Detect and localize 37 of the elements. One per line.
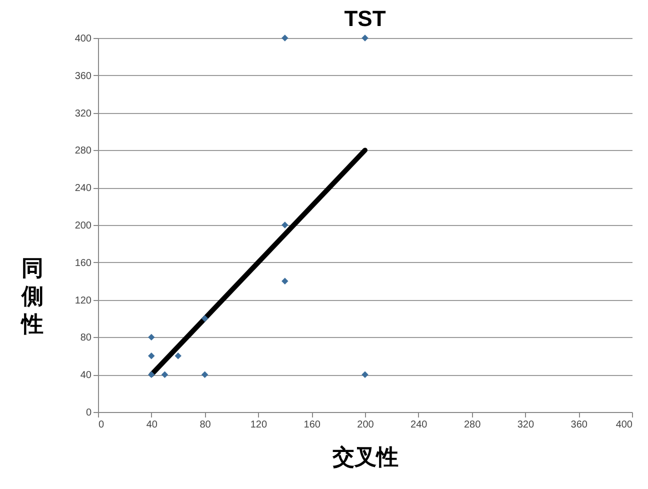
point [148,352,155,360]
y-tick-label: 320 [74,108,92,120]
x-tick-label: 80 [200,420,212,430]
y-tick-label: 0 [86,408,92,418]
point [362,34,368,42]
chart-title: TST [344,6,386,31]
x-tick-label: 0 [98,420,104,430]
x-tick-label: 240 [410,420,428,430]
point [201,371,208,378]
y-tick-label: 200 [74,220,92,232]
y-tick-label: 120 [74,295,92,306]
y-tick-label: 280 [74,146,92,157]
point [148,334,155,341]
y-tick-label: 40 [80,370,92,382]
point [161,371,168,378]
point [174,352,182,360]
point [282,278,288,284]
x-tick-label: 320 [517,420,534,430]
point [282,34,288,42]
point [201,315,208,322]
x-tick-label: 40 [146,420,158,430]
y-tick-label: 80 [80,332,92,344]
x-tick-label: 400 [616,420,633,430]
x-axis-title: 交叉性 [332,444,398,470]
point [148,371,155,378]
y-tick-label: 160 [74,258,92,269]
y-tick-label: 240 [74,183,92,194]
x-tick-label: 120 [250,420,268,430]
x-tick-label: 160 [304,420,321,430]
x-tick-label: 360 [570,420,588,430]
x-tick-label: 200 [357,420,374,430]
point [282,222,288,228]
x-tick-label: 280 [464,420,482,430]
y-tick-label: 360 [74,70,92,82]
point [362,371,368,378]
y-axis-title: 同側性 [20,256,44,336]
y-tick-label: 400 [74,34,92,44]
